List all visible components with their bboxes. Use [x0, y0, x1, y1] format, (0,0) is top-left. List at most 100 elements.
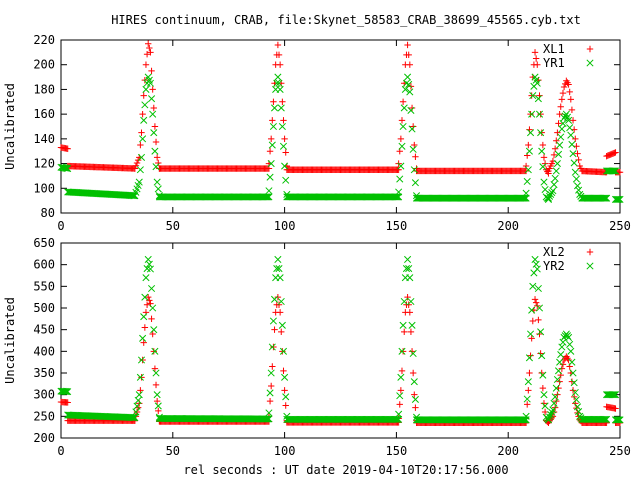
data-point [399, 321, 407, 329]
data-point [139, 334, 147, 342]
data-point [616, 169, 624, 176]
data-point [559, 338, 567, 346]
data-point [399, 122, 407, 131]
data-point [612, 405, 619, 412]
data-point [535, 110, 544, 118]
data-point [538, 369, 545, 377]
data-point [527, 129, 535, 137]
data-point [528, 306, 536, 314]
data-point [573, 403, 582, 411]
data-point [270, 343, 277, 351]
data-point [599, 194, 607, 202]
data-point [565, 356, 572, 364]
data-point [270, 295, 279, 303]
data-point [532, 299, 540, 306]
data-point [63, 164, 71, 172]
data-point [524, 378, 532, 386]
data-point [150, 129, 158, 137]
data-point [599, 415, 607, 423]
data-point [412, 404, 419, 411]
data-point [552, 384, 560, 392]
data-point [398, 117, 406, 124]
x-tick-label: 100 [274, 219, 296, 233]
data-point [566, 124, 574, 132]
data-point [539, 384, 547, 392]
data-point [559, 119, 567, 127]
data-point [266, 397, 274, 405]
data-point [552, 167, 560, 175]
data-point [553, 375, 561, 384]
x-tick-label: 250 [609, 219, 631, 233]
data-point [127, 191, 135, 200]
y-tick-label: 200 [33, 431, 55, 445]
data-point [609, 167, 617, 175]
data-point [610, 167, 618, 175]
data-point [267, 135, 275, 143]
data-point [273, 79, 281, 87]
data-point [554, 367, 563, 375]
data-point [276, 309, 284, 316]
data-point [531, 296, 539, 303]
legend-marker [586, 262, 594, 270]
data-point [278, 321, 286, 329]
data-point [275, 301, 283, 308]
data-point [271, 326, 278, 333]
data-point [282, 402, 289, 409]
data-point [561, 112, 569, 120]
data-point [575, 156, 582, 164]
data-point [410, 166, 418, 174]
data-point [402, 265, 411, 273]
data-point [153, 178, 161, 186]
data-point [601, 415, 610, 423]
data-point [276, 274, 284, 282]
data-point [528, 110, 536, 118]
data-point [568, 378, 576, 385]
data-point [408, 348, 416, 355]
data-point [274, 293, 282, 301]
y-tick-label: 550 [33, 279, 55, 293]
data-point [137, 141, 144, 149]
data-point [603, 415, 611, 423]
legend-label: YR1 [543, 56, 565, 70]
data-point [265, 187, 273, 195]
x-tick-label: 200 [497, 444, 519, 458]
data-point [141, 101, 149, 109]
data-point [152, 369, 160, 377]
data-point [411, 179, 419, 187]
data-point [568, 140, 576, 148]
data-point [565, 116, 573, 124]
data-point [153, 397, 161, 405]
data-point [137, 356, 146, 364]
data-point [407, 106, 415, 114]
data-point [141, 293, 149, 301]
data-point [411, 141, 418, 149]
data-point [140, 116, 148, 124]
legend-marker [586, 59, 594, 67]
data-point [528, 92, 535, 99]
data-point [610, 391, 618, 399]
data-point [412, 153, 419, 160]
data-point [391, 193, 399, 201]
series-YR2 [57, 255, 624, 424]
data-point [556, 110, 563, 118]
data-point [396, 175, 404, 183]
data-point [154, 402, 162, 410]
data-point [395, 415, 403, 423]
data-point [534, 61, 541, 68]
x-tick-label: 150 [386, 219, 408, 233]
data-point [523, 395, 531, 403]
data-point [532, 55, 540, 62]
data-point [550, 151, 558, 159]
y-tick-label: 160 [33, 107, 55, 121]
data-point [269, 117, 276, 124]
data-point [139, 135, 147, 143]
data-point [537, 110, 544, 118]
data-point [527, 330, 535, 338]
data-point [613, 416, 621, 424]
data-point [263, 193, 271, 201]
data-point [274, 41, 282, 49]
data-point [140, 339, 147, 346]
data-point [154, 185, 162, 193]
data-point [282, 149, 289, 156]
data-point [395, 410, 403, 418]
